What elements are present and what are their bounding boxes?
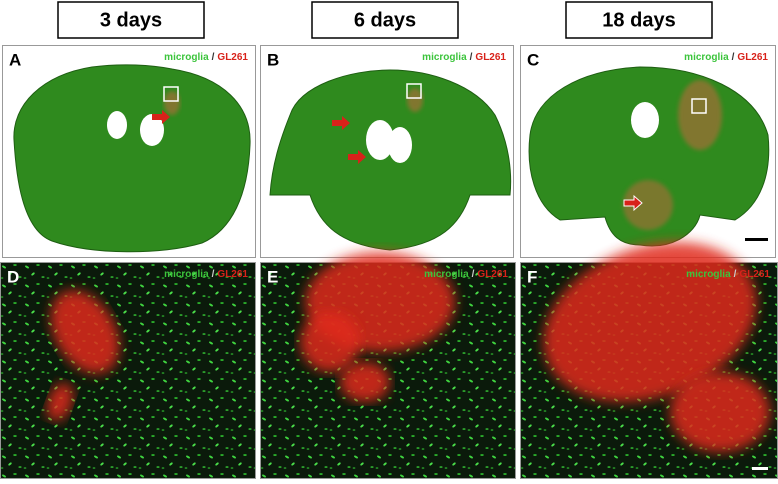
legend-red: GL261 (737, 52, 768, 63)
panel-label: F (527, 267, 537, 286)
header-text: 18 days (602, 9, 675, 31)
panel-label: E (267, 267, 278, 286)
legend-slash: / (734, 269, 737, 280)
tumor-region (678, 80, 722, 150)
legend-slash: / (732, 52, 735, 63)
panel-frame (1, 263, 256, 479)
panel-label: D (7, 267, 19, 286)
ventricle (631, 102, 659, 138)
ventricle (388, 127, 412, 163)
legend-green: microglia (164, 269, 209, 280)
panel-legend: microglia/GL261 (164, 269, 248, 280)
tumor-cells (300, 312, 360, 372)
panel-label: A (9, 50, 21, 69)
legend-green: microglia (424, 269, 469, 280)
legend-red: GL261 (739, 269, 770, 280)
header-text: 3 days (100, 9, 162, 31)
panel-legend: microglia/GL261 (424, 269, 508, 280)
legend-green: microglia (422, 52, 467, 63)
legend-red: GL261 (217, 52, 248, 63)
panel-legend: microglia/GL261 (686, 269, 770, 280)
header-text: 6 days (354, 9, 416, 31)
legend-slash: / (470, 52, 473, 63)
panel-label: B (267, 50, 279, 69)
tumor-cells (340, 362, 390, 402)
panel-legend: microglia/GL261 (422, 52, 506, 63)
panel-legend: microglia/GL261 (164, 52, 248, 63)
legend-red: GL261 (217, 269, 248, 280)
ventricle (107, 111, 127, 139)
scale-bar (752, 467, 768, 470)
legend-red: GL261 (475, 52, 506, 63)
legend-green: microglia (164, 52, 209, 63)
legend-green: microglia (686, 269, 731, 280)
legend-slash: / (212, 52, 215, 63)
legend-slash: / (472, 269, 475, 280)
panel-label: C (527, 50, 539, 69)
scale-bar (745, 238, 768, 241)
panel-legend: microglia/GL261 (684, 52, 768, 63)
legend-red: GL261 (477, 269, 508, 280)
legend-slash: / (212, 269, 215, 280)
brain-section (14, 65, 250, 252)
legend-green: microglia (684, 52, 729, 63)
tumor-cells (670, 372, 770, 452)
